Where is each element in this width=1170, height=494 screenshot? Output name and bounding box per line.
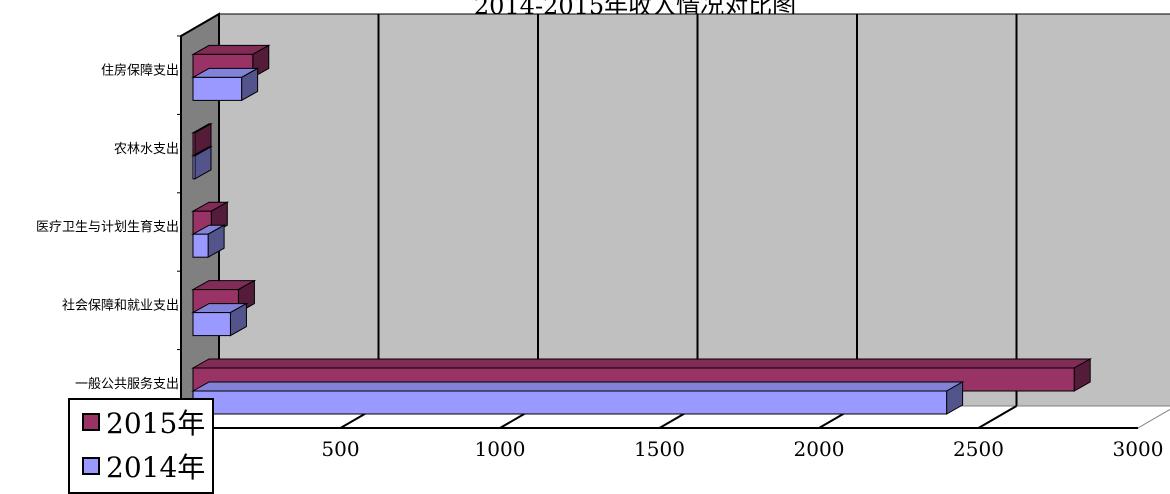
y-tick-label: 住房保障支出 [101,62,179,78]
y-tick-label: 农林水支出 [114,142,179,157]
bar [192,312,231,337]
bar [192,132,196,157]
bar-top-face [191,358,1093,369]
y-tick-label: 医疗卫生与计划生育支出 [36,219,179,235]
y-tick-label: 社会保障和就业支出 [62,298,179,314]
x-tick-label: 3000 [1113,437,1164,461]
floor-gridline [977,405,1018,429]
x-tick-label: 1500 [634,437,685,461]
x-tick-label: 2500 [953,437,1004,461]
bar [192,390,948,415]
plot-back-wall [218,13,1170,407]
legend-swatch-2014 [82,457,100,475]
legend-item-2014: 2014年 [82,448,205,484]
legend-item-2015: 2015年 [82,404,205,440]
bar [192,233,209,258]
bar [192,76,243,101]
legend-label-2015: 2015年 [106,407,206,440]
legend: 2015年 2014年 [68,398,214,494]
x-tick-label: 1000 [475,437,526,461]
bar-top-face [191,381,965,392]
x-tick-label: 2000 [794,437,845,461]
chart-svg: 050010001500200025003000一般公共服务支出社会保障和就业支… [36,12,1170,461]
y-tick-label: 一般公共服务支出 [75,376,179,392]
legend-swatch-2015 [82,413,100,431]
x-tick-label: 500 [321,437,359,461]
chart: 2014-2015年收入情况对比图 0500100015002000250030… [36,0,1170,494]
legend-label-2014: 2014年 [106,451,206,484]
bar [192,155,196,180]
